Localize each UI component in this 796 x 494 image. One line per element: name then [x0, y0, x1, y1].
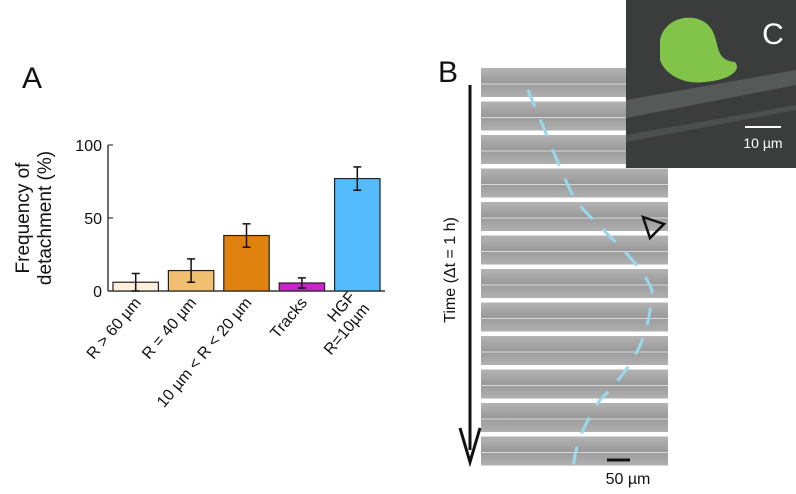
x-tick-label: 10 µm < R < 20 µm [154, 295, 255, 411]
x-tick-label: R > 60 µm [84, 295, 145, 363]
error-bar [131, 272, 140, 292]
x-tick-label: R = 40 µm [139, 295, 200, 363]
bar-chart: Frequency ofdetachment (%) 0 50 100 R > 60 µ… [13, 138, 385, 411]
error-bar [187, 258, 196, 283]
scale-label: 50 µm [606, 471, 651, 488]
time-label: Time (Δt = 1 h) [442, 217, 459, 323]
strip [481, 302, 668, 332]
time-lapse-image [481, 68, 668, 466]
y-tick-label: 100 [75, 138, 102, 155]
strip [481, 403, 668, 432]
strip [481, 369, 668, 399]
scale-label: 10 µm [743, 135, 782, 151]
error-bar [242, 223, 251, 248]
strip [481, 202, 668, 231]
error-bar [353, 166, 362, 192]
strip [481, 269, 668, 298]
trajectory [526, 89, 654, 469]
arrowhead-marker [641, 215, 667, 241]
y-axis-label: Frequency ofdetachment (%) [13, 151, 56, 285]
panel-label: A [22, 62, 42, 95]
error-bar [297, 277, 306, 289]
y-tick-label: 50 [84, 211, 102, 228]
x-tick-label: HGFR=10µm [307, 289, 374, 359]
strip [481, 168, 668, 198]
y-tick-label: 0 [93, 284, 102, 301]
track-edge [626, 70, 796, 118]
x-tick-label: Tracks [267, 295, 310, 342]
panel-label: C [762, 18, 784, 51]
strip [481, 235, 668, 265]
cell [660, 17, 737, 83]
panel-label: B [438, 56, 458, 89]
bar [333, 177, 381, 292]
strip [481, 336, 668, 365]
track-edge [626, 105, 796, 142]
time-arrowhead [458, 427, 482, 468]
